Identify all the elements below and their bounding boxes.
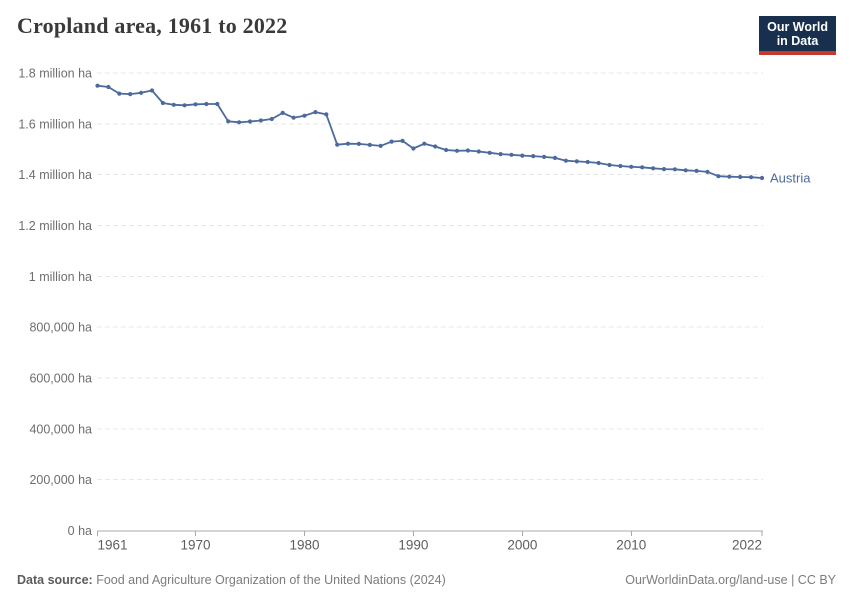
data-point[interactable]	[95, 83, 100, 88]
owid-logo[interactable]: Our World in Data	[759, 16, 836, 55]
license-link[interactable]: CC BY	[797, 573, 836, 587]
owid-logo-line1: Our World	[767, 20, 828, 34]
data-point[interactable]	[574, 159, 579, 164]
data-point[interactable]	[367, 142, 372, 147]
data-point[interactable]	[335, 142, 340, 147]
data-point[interactable]	[258, 118, 263, 123]
x-axis-label: 1970	[181, 538, 211, 553]
chart-title: Cropland area, 1961 to 2022	[17, 13, 288, 38]
data-point[interactable]	[749, 175, 754, 180]
data-point[interactable]	[716, 174, 721, 179]
y-axis-label: 1.8 million ha	[18, 67, 92, 81]
data-point[interactable]	[324, 112, 329, 117]
data-point[interactable]	[422, 141, 427, 146]
data-point[interactable]	[378, 143, 383, 148]
owid-logo-line2: in Data	[776, 34, 819, 48]
data-point[interactable]	[552, 155, 558, 160]
data-point[interactable]	[160, 100, 165, 106]
data-point[interactable]	[487, 150, 492, 155]
data-point[interactable]	[149, 88, 155, 93]
data-point[interactable]	[280, 110, 285, 115]
data-point[interactable]	[291, 115, 296, 120]
x-axis-label: 2010	[616, 538, 646, 553]
data-point[interactable]	[498, 152, 503, 157]
data-point[interactable]	[411, 146, 416, 151]
data-point[interactable]	[117, 91, 122, 96]
data-point[interactable]	[269, 116, 274, 122]
data-point[interactable]	[106, 84, 111, 90]
data-point[interactable]	[247, 119, 253, 124]
data-point[interactable]	[640, 165, 645, 170]
data-point[interactable]	[618, 163, 623, 169]
data-point[interactable]	[651, 166, 656, 171]
data-point[interactable]	[128, 92, 133, 97]
data-point[interactable]	[509, 152, 514, 157]
data-point[interactable]	[237, 120, 242, 125]
y-axis-label: 800,000 ha	[29, 321, 92, 335]
data-point[interactable]	[444, 147, 449, 153]
entity-label: Austria	[770, 170, 811, 185]
y-axis-label: 1 million ha	[29, 270, 92, 284]
data-point[interactable]	[738, 174, 743, 180]
data-point[interactable]	[182, 103, 187, 108]
data-point[interactable]	[476, 149, 481, 154]
x-axis-label: 1961	[98, 538, 128, 553]
credit-line: OurWorldinData.org/land-use | CC BY	[625, 573, 836, 587]
data-point[interactable]	[389, 139, 394, 144]
y-axis-label: 200,000 ha	[29, 473, 92, 487]
y-axis-label: 1.6 million ha	[18, 117, 92, 131]
data-point[interactable]	[520, 153, 525, 158]
data-point[interactable]	[465, 148, 470, 153]
data-point[interactable]	[433, 144, 438, 149]
data-point[interactable]	[356, 141, 361, 146]
x-axis-label: 1990	[398, 538, 428, 553]
data-point[interactable]	[607, 162, 612, 168]
data-point[interactable]	[585, 159, 590, 165]
credit-separator: |	[787, 573, 798, 587]
data-point[interactable]	[204, 101, 209, 107]
x-axis-label: 1980	[289, 538, 319, 553]
data-point[interactable]	[596, 160, 601, 166]
data-source-text: Food and Agriculture Organization of the…	[96, 573, 446, 587]
owid-url-link[interactable]: OurWorldinData.org/land-use	[625, 573, 788, 587]
data-line[interactable]	[96, 84, 763, 179]
data-point[interactable]	[171, 102, 176, 107]
data-point[interactable]	[313, 110, 318, 115]
data-point[interactable]	[226, 119, 231, 124]
data-point[interactable]	[139, 90, 144, 95]
data-point[interactable]	[661, 167, 667, 172]
y-axis-label: 600,000 ha	[29, 372, 92, 386]
data-point[interactable]	[672, 167, 678, 172]
data-point[interactable]	[705, 169, 710, 174]
data-point[interactable]	[727, 174, 732, 179]
data-point[interactable]	[302, 113, 307, 118]
data-point[interactable]	[629, 164, 634, 169]
data-source: Data source: Food and Agriculture Organi…	[17, 573, 446, 587]
data-point[interactable]	[542, 154, 547, 159]
y-axis-label: 0 ha	[68, 524, 92, 538]
data-point[interactable]	[759, 175, 765, 181]
data-point[interactable]	[193, 102, 198, 107]
y-axis-label: 1.4 million ha	[18, 168, 92, 182]
data-point[interactable]	[345, 141, 351, 146]
data-point[interactable]	[683, 168, 688, 173]
data-point[interactable]	[531, 154, 536, 159]
data-point[interactable]	[215, 101, 220, 107]
data-point[interactable]	[694, 168, 699, 173]
x-axis-label: 2022	[732, 538, 762, 553]
data-point[interactable]	[400, 138, 405, 143]
y-axis-label: 400,000 ha	[29, 422, 92, 436]
data-point[interactable]	[563, 158, 569, 163]
data-source-label: Data source:	[17, 573, 93, 587]
data-point[interactable]	[454, 148, 460, 153]
x-axis-label: 2000	[507, 538, 537, 553]
chart-footer: Data source: Food and Agriculture Organi…	[17, 573, 836, 587]
y-axis-label: 1.2 million ha	[18, 219, 92, 233]
